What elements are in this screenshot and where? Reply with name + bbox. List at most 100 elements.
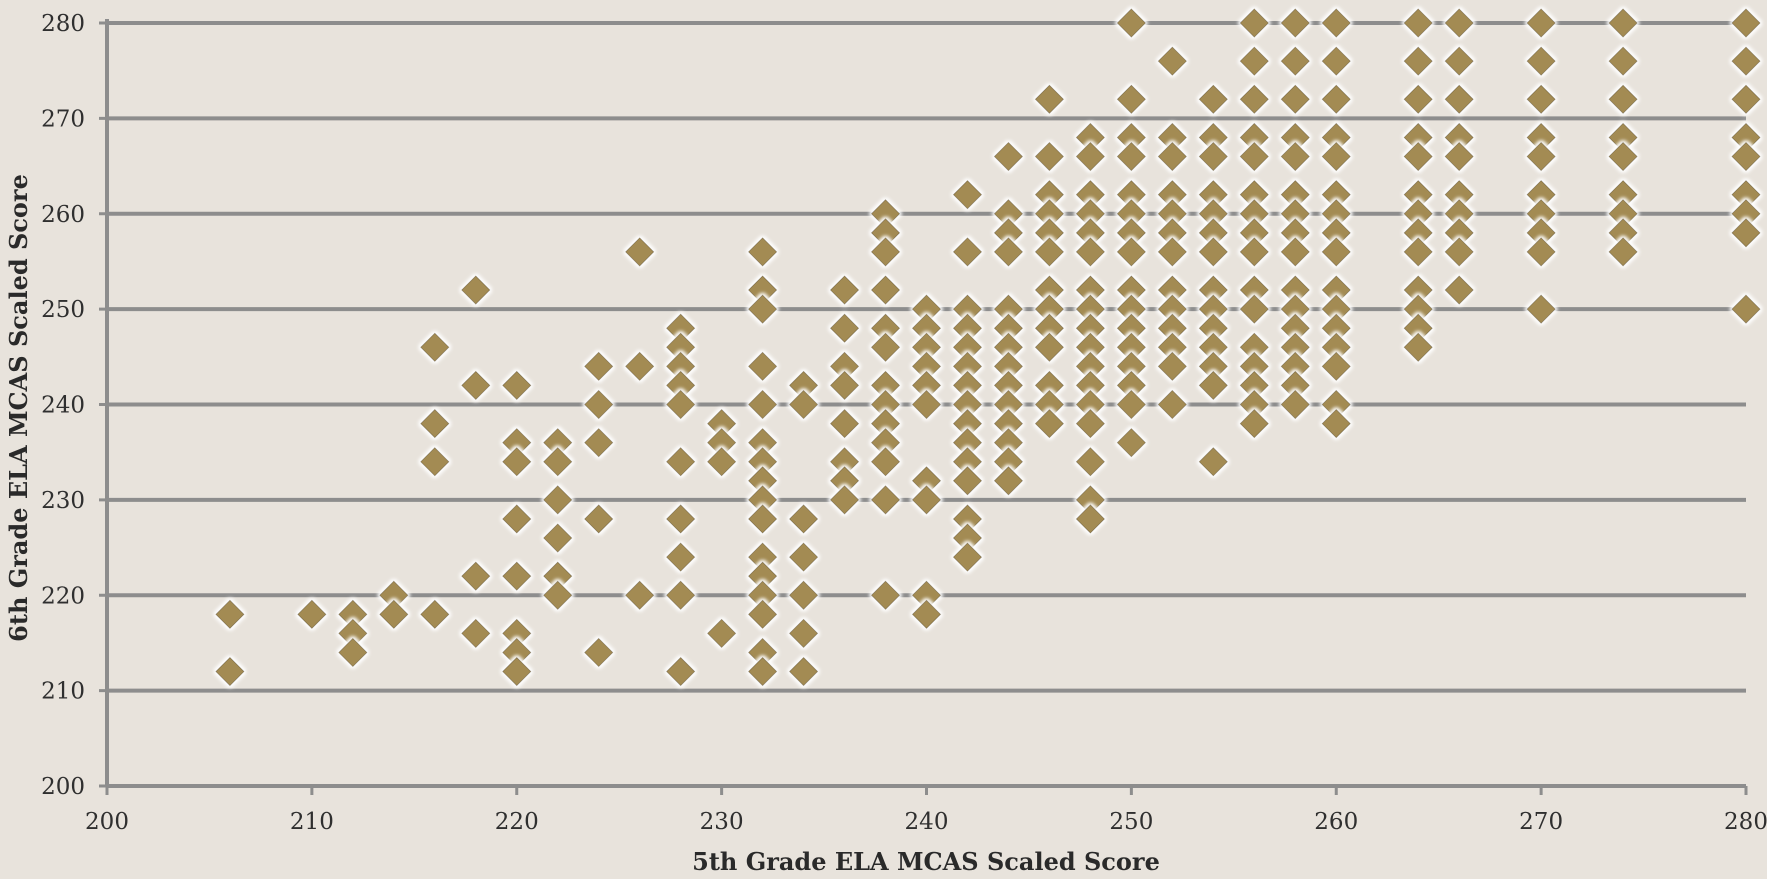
x-tick-label: 250 — [1109, 809, 1153, 835]
data-point — [625, 237, 655, 267]
data-point — [215, 656, 245, 687]
data-point — [1239, 8, 1269, 38]
data-point — [666, 542, 696, 572]
data-point — [1157, 46, 1187, 76]
data-point — [707, 447, 737, 477]
data-point — [789, 656, 819, 687]
data-point — [666, 389, 696, 420]
data-point — [666, 580, 696, 610]
data-points — [215, 8, 1761, 687]
data-point — [1075, 447, 1105, 477]
data-point — [1321, 237, 1351, 267]
x-tick-label: 260 — [1314, 809, 1358, 835]
data-point — [1075, 409, 1105, 439]
data-point — [1034, 84, 1064, 114]
data-point — [502, 561, 532, 591]
data-point — [543, 485, 573, 515]
data-point — [1280, 237, 1310, 267]
data-point — [502, 656, 532, 687]
data-point — [952, 466, 983, 496]
data-point — [543, 580, 573, 610]
data-point — [1731, 84, 1761, 114]
data-point — [1321, 141, 1351, 172]
data-point — [666, 447, 696, 477]
data-point — [625, 351, 655, 381]
data-point — [1321, 351, 1351, 381]
data-point — [1731, 46, 1761, 76]
data-point — [1116, 8, 1146, 38]
data-point — [1403, 237, 1433, 267]
data-point — [1116, 84, 1146, 114]
y-tick-label: 230 — [41, 488, 85, 514]
data-point — [1034, 237, 1064, 267]
data-point — [911, 485, 942, 515]
data-point — [911, 599, 942, 629]
data-point — [1157, 351, 1187, 381]
data-point — [748, 656, 778, 687]
data-point — [1321, 409, 1351, 439]
data-point — [666, 504, 696, 534]
data-point — [1116, 141, 1146, 172]
data-point — [461, 275, 491, 305]
data-point — [1731, 294, 1761, 324]
data-point — [1280, 84, 1310, 114]
data-point — [1444, 141, 1474, 172]
data-point — [1075, 237, 1105, 267]
data-point — [1321, 8, 1351, 38]
data-point — [993, 237, 1024, 267]
data-point — [1116, 237, 1146, 267]
data-point — [1198, 447, 1228, 477]
data-point — [1280, 389, 1310, 420]
data-point — [1239, 84, 1269, 114]
data-point — [870, 332, 901, 362]
data-point — [1526, 141, 1556, 172]
data-point — [543, 523, 573, 553]
data-point — [748, 389, 778, 420]
data-point — [1444, 237, 1474, 267]
data-point — [829, 370, 860, 400]
data-point — [789, 618, 819, 648]
data-point — [1116, 389, 1146, 420]
data-point — [829, 275, 860, 305]
x-tick-label: 270 — [1519, 809, 1563, 835]
data-point — [584, 389, 614, 420]
data-point — [748, 504, 778, 534]
data-point — [789, 580, 819, 610]
x-tick-label: 200 — [85, 809, 129, 835]
data-point — [1526, 237, 1556, 267]
data-point — [420, 409, 450, 439]
data-point — [952, 180, 983, 210]
data-point — [1526, 8, 1556, 38]
x-tick-label: 280 — [1724, 809, 1767, 835]
y-tick-label: 200 — [41, 774, 85, 800]
data-point — [1198, 141, 1228, 172]
data-point — [1403, 46, 1433, 76]
data-point — [1280, 46, 1310, 76]
data-point — [1731, 141, 1761, 172]
data-point — [870, 485, 901, 515]
data-point — [1198, 84, 1228, 114]
data-point — [461, 618, 491, 648]
data-point — [1239, 46, 1269, 76]
data-point — [502, 504, 532, 534]
tick-labels: 200 210 220 230 240 250 260 270 280 200 210 220 230 2… — [41, 11, 1767, 835]
data-point — [1608, 46, 1638, 76]
data-point — [748, 294, 778, 324]
y-tick-label: 210 — [41, 679, 85, 705]
data-point — [1239, 409, 1269, 439]
data-point — [1403, 84, 1433, 114]
data-point — [1526, 294, 1556, 324]
data-point — [1608, 8, 1638, 38]
data-point — [1444, 46, 1474, 76]
data-point — [748, 237, 778, 267]
data-point — [1608, 141, 1638, 172]
data-point — [1116, 428, 1146, 458]
data-point — [707, 618, 737, 648]
data-point — [1034, 332, 1064, 362]
data-point — [1157, 389, 1187, 420]
data-point — [1034, 141, 1064, 172]
data-point — [1239, 294, 1269, 324]
y-tick-label: 280 — [41, 11, 85, 37]
y-tick-label: 250 — [41, 297, 85, 323]
data-point — [420, 599, 450, 629]
